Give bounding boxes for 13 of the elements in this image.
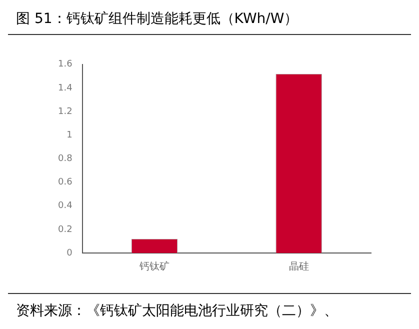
- y-tick-label: 0.6: [58, 178, 73, 188]
- x-tick-label: 钙钛矿: [138, 260, 170, 273]
- y-tick-label: 0.4: [58, 201, 73, 212]
- y-tick-label: 1.6: [58, 60, 73, 70]
- y-tick-label: 0: [66, 248, 73, 258]
- x-tick-label: 晶硅: [288, 260, 309, 273]
- y-tick-label: 0.2: [58, 224, 72, 235]
- y-tick-label: 1.4: [58, 83, 73, 94]
- y-tick-label: 0.8: [58, 154, 73, 164]
- text: 资料来源：《钙钛矿太阳能电池行业研究（二）》、: [8, 293, 411, 320]
- y-tick-label: 1.2: [58, 106, 72, 117]
- chart-title: 图 51：钙钛矿组件制造能耗更低（KWh/W）: [8, 8, 411, 35]
- y-tick-label: 1: [66, 130, 72, 140]
